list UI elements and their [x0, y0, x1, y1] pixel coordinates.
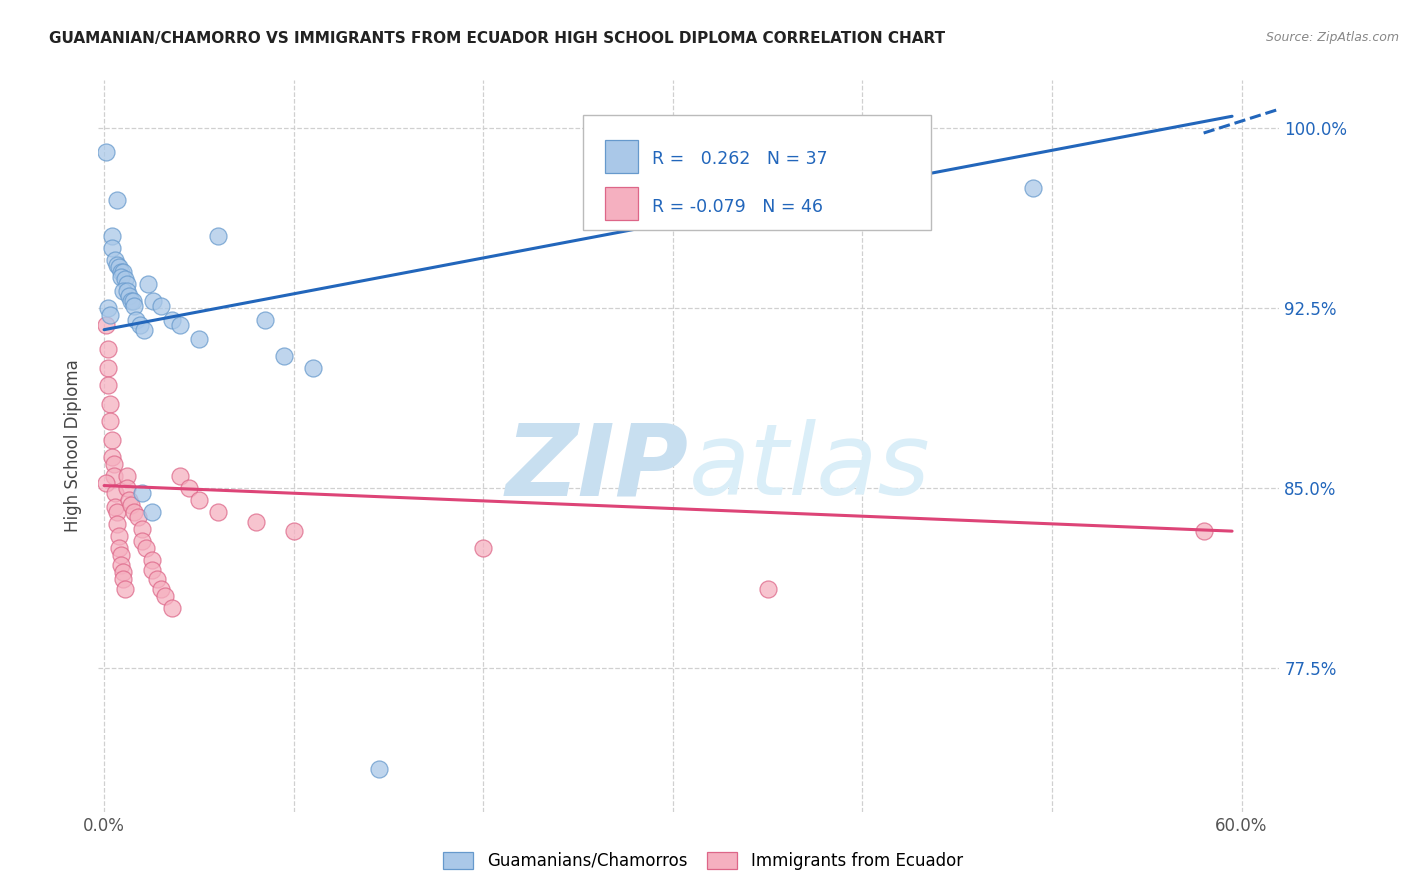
Point	[100, 450, 122, 464]
Point	[129, 318, 152, 332]
Point	[120, 293, 142, 308]
Point	[114, 582, 136, 596]
Point	[115, 481, 138, 495]
Point	[118, 289, 141, 303]
Point	[124, 505, 146, 519]
Point	[146, 572, 169, 586]
Point	[1192, 524, 1215, 538]
Point	[105, 516, 128, 531]
Point	[207, 505, 229, 519]
Point	[115, 285, 138, 299]
Point	[103, 469, 125, 483]
Point	[112, 265, 135, 279]
Point	[187, 332, 209, 346]
Point	[98, 397, 121, 411]
Text: ZIP: ZIP	[506, 419, 689, 516]
Point	[108, 541, 131, 555]
Point	[141, 553, 163, 567]
Point	[132, 323, 155, 337]
Point	[94, 476, 117, 491]
Point	[131, 485, 153, 500]
Point	[301, 361, 323, 376]
Bar	[605, 140, 638, 173]
Point	[136, 277, 159, 292]
Point	[100, 433, 122, 447]
Bar	[605, 187, 638, 220]
Y-axis label: High School Diploma: High School Diploma	[65, 359, 83, 533]
Point	[207, 229, 229, 244]
Point	[273, 349, 295, 363]
Point	[112, 285, 135, 299]
Point	[112, 572, 135, 586]
Text: Source: ZipAtlas.com: Source: ZipAtlas.com	[1265, 31, 1399, 45]
Point	[121, 293, 143, 308]
Point	[108, 529, 131, 543]
Point	[105, 193, 128, 207]
Point	[97, 342, 120, 356]
Point	[254, 313, 277, 327]
Point	[125, 313, 148, 327]
Point	[127, 509, 149, 524]
Point	[94, 318, 117, 332]
Point	[131, 533, 153, 548]
Point	[110, 269, 132, 284]
Point	[115, 277, 138, 292]
Point	[104, 253, 127, 268]
Point	[110, 265, 132, 279]
Point	[105, 505, 128, 519]
Point	[104, 485, 127, 500]
Point	[149, 582, 172, 596]
Point	[100, 241, 122, 255]
Point	[131, 522, 153, 536]
Point	[1022, 181, 1045, 195]
Point	[179, 481, 201, 495]
Point	[245, 515, 267, 529]
Point	[169, 318, 191, 332]
Point	[162, 313, 184, 327]
Point	[135, 541, 157, 555]
Point	[141, 505, 163, 519]
Point	[98, 414, 121, 428]
Point	[472, 541, 495, 555]
Point	[105, 258, 128, 272]
Point	[97, 361, 120, 376]
Point	[115, 469, 138, 483]
Point	[97, 377, 120, 392]
Point	[283, 524, 305, 538]
Point	[153, 589, 176, 603]
Text: atlas: atlas	[689, 419, 931, 516]
Point	[98, 308, 121, 322]
Point	[142, 293, 165, 308]
Point	[97, 301, 120, 315]
Legend: Guamanians/Chamorros, Immigrants from Ecuador: Guamanians/Chamorros, Immigrants from Ec…	[437, 845, 969, 877]
Point	[169, 469, 191, 483]
Text: R =   0.262   N = 37: R = 0.262 N = 37	[652, 151, 828, 169]
Point	[368, 762, 391, 776]
Point	[112, 565, 135, 579]
Point	[118, 492, 141, 507]
Point	[94, 145, 117, 160]
Point	[104, 500, 127, 515]
Point	[120, 498, 142, 512]
Text: R = -0.079   N = 46: R = -0.079 N = 46	[652, 198, 824, 216]
FancyBboxPatch shape	[582, 115, 931, 230]
Point	[756, 582, 779, 596]
Text: GUAMANIAN/CHAMORRO VS IMMIGRANTS FROM ECUADOR HIGH SCHOOL DIPLOMA CORRELATION CH: GUAMANIAN/CHAMORRO VS IMMIGRANTS FROM EC…	[49, 31, 945, 46]
Point	[110, 558, 132, 572]
Point	[110, 548, 132, 562]
Point	[114, 272, 136, 286]
Point	[187, 492, 209, 507]
Point	[103, 457, 125, 471]
Point	[108, 260, 131, 275]
Point	[100, 229, 122, 244]
Point	[141, 562, 163, 576]
Point	[149, 299, 172, 313]
Point	[162, 600, 184, 615]
Point	[124, 299, 146, 313]
